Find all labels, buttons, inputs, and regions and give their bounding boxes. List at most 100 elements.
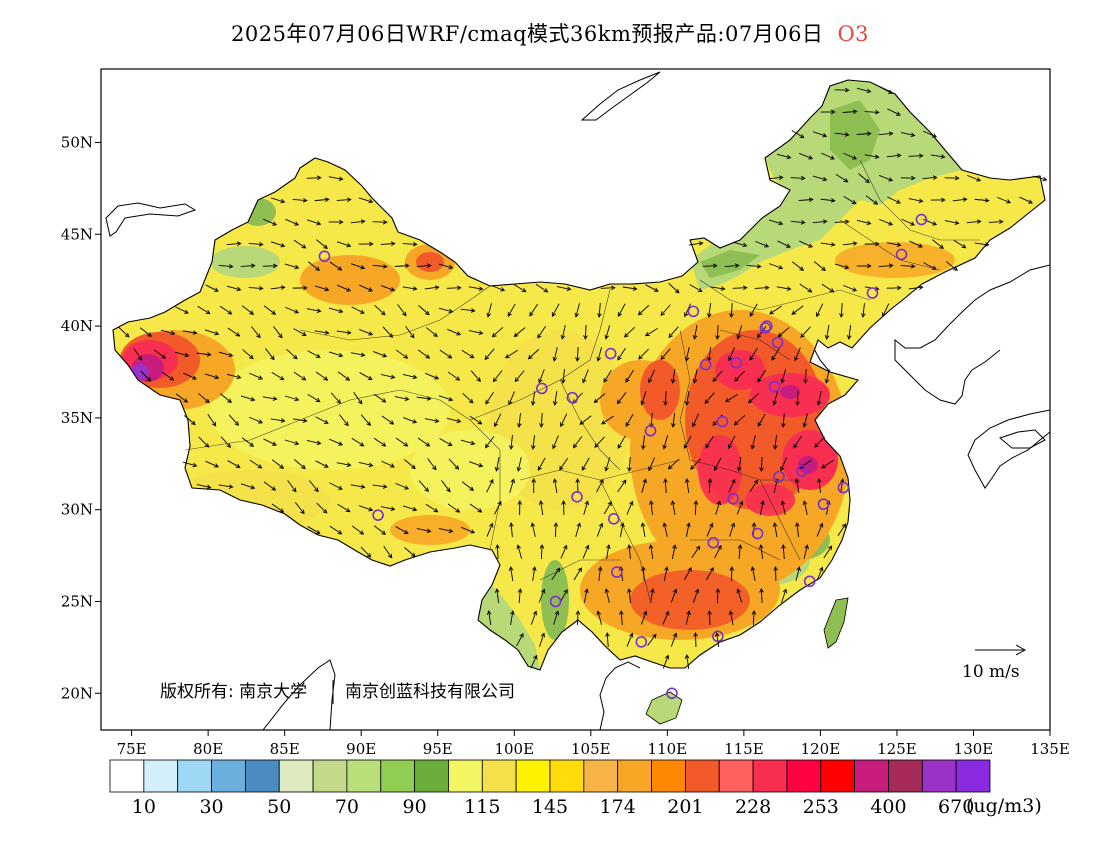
- wind-arrow: [227, 460, 241, 468]
- wind-arrow: [175, 393, 189, 403]
- wind-arrow: [816, 566, 824, 581]
- city-marker: [773, 470, 785, 483]
- wind-arrow: [461, 349, 475, 359]
- wind-arrow: [226, 373, 242, 380]
- wind-arrow: [416, 528, 432, 534]
- legend-swatch: [752, 759, 788, 793]
- wind-arrow: [813, 261, 826, 271]
- wind-arrow: [670, 412, 676, 428]
- wind-arrow: [262, 263, 278, 269]
- wind-arrow: [794, 522, 800, 538]
- wind-arrow: [351, 437, 365, 447]
- wind-arrow: [575, 610, 581, 626]
- wind-arrow: [749, 347, 758, 361]
- wind-arrow: [931, 239, 944, 249]
- wind-arrow: [583, 500, 589, 515]
- wind-arrow: [517, 588, 523, 604]
- wind-arrow: [380, 506, 396, 512]
- wind-arrow: [750, 435, 756, 450]
- map-axes: 75E 80E 85E 90E 95E 100E 105E 110E 115E 120E 125E 1…: [61, 133, 1070, 758]
- wind-arrow: [491, 285, 506, 292]
- wind-arrow: [535, 283, 549, 293]
- wind-arrow: [204, 329, 220, 336]
- wind-arrow: [772, 391, 779, 406]
- wind-arrow: [438, 395, 454, 402]
- wind-arrow: [293, 239, 307, 249]
- copyright-part2: 南京创蓝科技有限公司: [345, 682, 515, 702]
- wind-arrow: [286, 348, 298, 360]
- wind-arrow: [749, 303, 758, 317]
- wind-arrow: [684, 391, 690, 406]
- wind-arrow: [552, 478, 558, 493]
- lon-tick-label: 130E: [954, 740, 994, 758]
- wind-arrow: [997, 196, 1012, 204]
- wind-arrow: [551, 303, 560, 317]
- wind-arrow: [448, 458, 460, 470]
- wind-arrow: [403, 417, 418, 424]
- wind-arrow: [219, 305, 233, 315]
- wind-arrow: [662, 522, 668, 537]
- wind-arrow: [879, 86, 893, 94]
- wind-arrow: [262, 396, 278, 401]
- lon-tick-label: 125E: [877, 740, 917, 758]
- wind-arrow: [271, 371, 285, 381]
- wind-arrow: [402, 373, 418, 380]
- wind-arrow: [802, 500, 808, 515]
- wind-arrow: [966, 219, 982, 224]
- wind-arrow: [240, 483, 256, 490]
- wind-arrow: [539, 632, 546, 647]
- city-markers: [318, 213, 928, 700]
- wind-arrow: [900, 263, 916, 269]
- wind-arrow: [864, 241, 880, 247]
- wind-arrow: [263, 305, 277, 315]
- wind-arrow: [946, 261, 958, 272]
- wind-arrow: [689, 284, 703, 293]
- wind-arrow: [923, 218, 938, 226]
- legend-swatch: [718, 759, 754, 793]
- wind-arrow: [712, 370, 723, 383]
- wind-arrow: [724, 263, 740, 269]
- wind-arrow: [684, 654, 690, 669]
- lat-tick-label: 45N: [61, 225, 93, 243]
- city-marker: [895, 248, 908, 261]
- wind-arrow: [1019, 196, 1033, 204]
- wind-arrow: [627, 456, 632, 472]
- wind-arrow: [769, 305, 782, 315]
- city-marker: [644, 424, 657, 437]
- city-marker: [803, 575, 816, 588]
- wind-arrow: [530, 522, 536, 537]
- wind-arrow: [865, 195, 879, 205]
- wind-arrow: [641, 566, 646, 582]
- wind-arrow: [381, 460, 395, 468]
- legend-swatch: [955, 759, 991, 793]
- wind-arrow: [757, 413, 766, 427]
- legend-swatch: [651, 759, 686, 793]
- wind-arrow: [768, 175, 784, 180]
- wind-arrow: [516, 544, 523, 559]
- legend-swatch: [921, 759, 957, 793]
- wind-arrow: [714, 632, 720, 647]
- lon-tick-label: 85E: [270, 740, 300, 758]
- wind-arrow: [404, 547, 416, 558]
- wind-arrow: [226, 241, 242, 247]
- wind-arrow: [728, 347, 735, 362]
- wind-arrow: [812, 131, 828, 138]
- legend-swatch: [109, 759, 145, 793]
- wind-arrow: [270, 285, 286, 290]
- city-marker: [687, 305, 700, 318]
- wind-arrow: [780, 500, 786, 515]
- wind-arrow: [485, 391, 494, 405]
- wind-arrow: [336, 330, 352, 335]
- wind-arrow: [988, 219, 1004, 225]
- wind-arrow: [728, 610, 734, 625]
- wind-arrow: [692, 413, 699, 428]
- wind-arrow: [510, 610, 515, 625]
- wind-arrow: [820, 242, 836, 247]
- wind-arrow: [353, 392, 363, 405]
- wind-arrow: [249, 416, 264, 424]
- wind-arrow: [839, 478, 845, 493]
- wind-arrow: [561, 500, 566, 516]
- wind-arrow: [538, 588, 546, 603]
- legend-swatch: [177, 759, 212, 793]
- wind-arrow: [603, 501, 612, 515]
